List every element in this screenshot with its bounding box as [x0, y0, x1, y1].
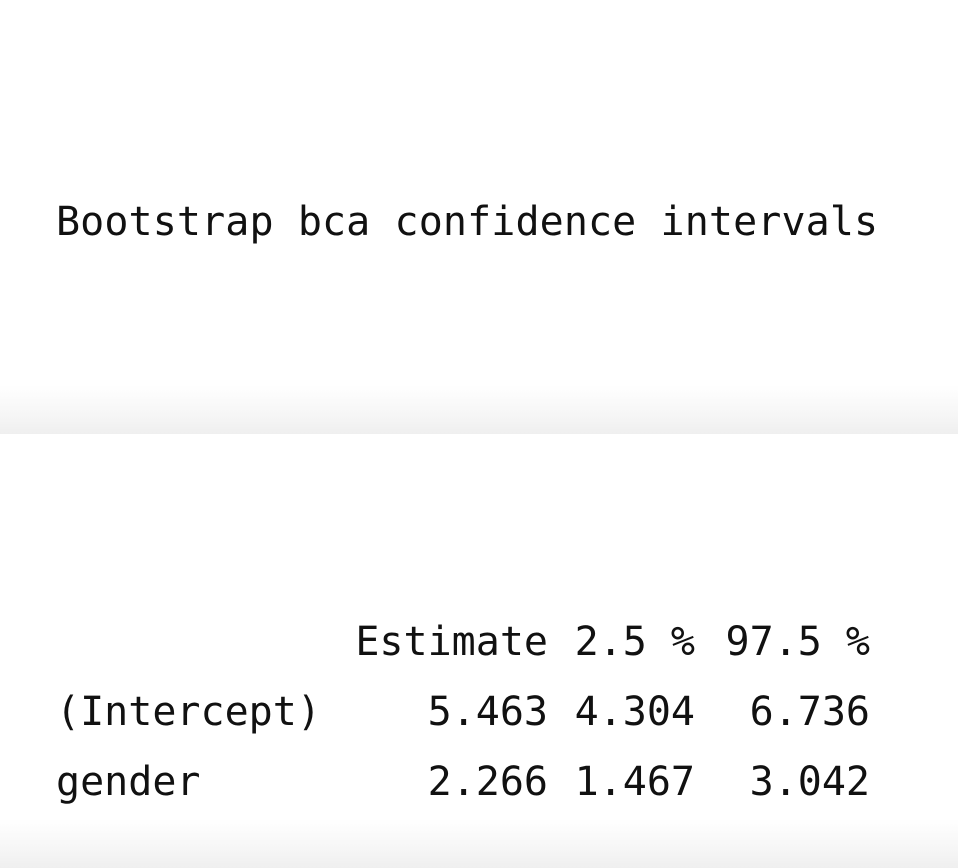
estimate-value: 5.463 — [427, 689, 548, 735]
upper-bound-value: 3.042 — [749, 759, 870, 805]
lower-bound-value: 1.467 — [574, 759, 695, 805]
table-row: (Intercept) 5.463 4.304 6.736 — [56, 677, 870, 747]
confidence-interval-table: Estimate 2.5 % 97.5 % (Intercept) 5.463 … — [56, 607, 870, 817]
lower-bound-header: 2.5 % — [574, 619, 695, 665]
estimate-header: Estimate — [355, 619, 548, 665]
lower-bound-value: 4.304 — [574, 689, 695, 735]
upper-bound-header: 97.5 % — [725, 619, 871, 665]
row-label: (Intercept) — [56, 689, 321, 735]
blank-line — [56, 397, 878, 467]
output-title: Bootstrap bca confidence intervals — [56, 199, 879, 245]
table-header-row: Estimate 2.5 % 97.5 % — [56, 607, 870, 677]
estimate-value: 2.266 — [427, 759, 548, 805]
console-output: Bootstrap bca confidence intervals Estim… — [56, 47, 878, 868]
row-label-header — [56, 607, 352, 677]
upper-bound-value: 6.736 — [749, 689, 870, 735]
row-label: gender — [56, 759, 201, 805]
table-row: gender 2.266 1.467 3.042 — [56, 747, 870, 817]
